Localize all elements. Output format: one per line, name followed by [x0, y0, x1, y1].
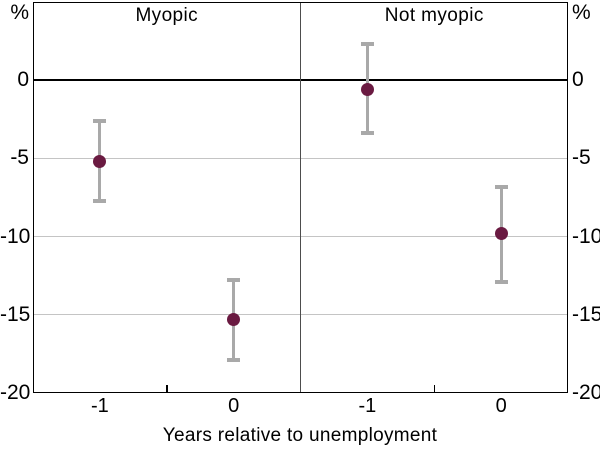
- data-point-marker: [494, 226, 508, 240]
- y-axis-unit-right: %: [572, 1, 591, 24]
- panel-title: Myopic: [135, 5, 199, 26]
- x-tick-label: 0: [228, 395, 240, 417]
- y-tick-label-right: -15: [572, 302, 600, 326]
- y-tick-label-right: 0: [572, 68, 584, 92]
- x-tick-label: -1: [358, 395, 377, 417]
- x-minor-tick: [433, 385, 435, 393]
- x-axis-title: Years relative to unemployment: [162, 425, 438, 446]
- x-tick-label: 0: [495, 395, 507, 417]
- error-bar-cap-top: [227, 278, 241, 283]
- y-tick-label-left: -15: [0, 302, 31, 326]
- error-bar-cap-bottom: [494, 279, 508, 284]
- error-bar-cap-top: [360, 42, 374, 47]
- panel-title: Not myopic: [384, 5, 484, 26]
- data-point-marker: [227, 312, 241, 326]
- error-bar-cap-bottom: [360, 131, 374, 136]
- data-point-marker: [360, 83, 374, 97]
- y-tick-label-left: -20: [0, 381, 31, 404]
- y-tick-label-right: -20: [572, 381, 600, 404]
- x-tick-label: -1: [90, 395, 109, 417]
- data-point-marker: [93, 155, 107, 169]
- y-tick-label-left: -5: [10, 146, 29, 170]
- plot-area: Myopic Not myopic: [33, 2, 568, 393]
- error-bar-cap-bottom: [93, 198, 107, 203]
- panel-divider: [299, 2, 302, 393]
- y-tick-label-right: -10: [572, 224, 600, 248]
- error-bar-cap-top: [93, 118, 107, 123]
- x-minor-tick: [166, 385, 168, 393]
- y-tick-label-left: -10: [0, 224, 31, 248]
- y-tick-label-left: 0: [17, 68, 29, 92]
- error-bar-cap-top: [494, 184, 508, 189]
- y-axis-unit-left: %: [10, 1, 29, 24]
- y-tick-label-right: -5: [572, 146, 591, 170]
- error-bar-cap-bottom: [227, 358, 241, 363]
